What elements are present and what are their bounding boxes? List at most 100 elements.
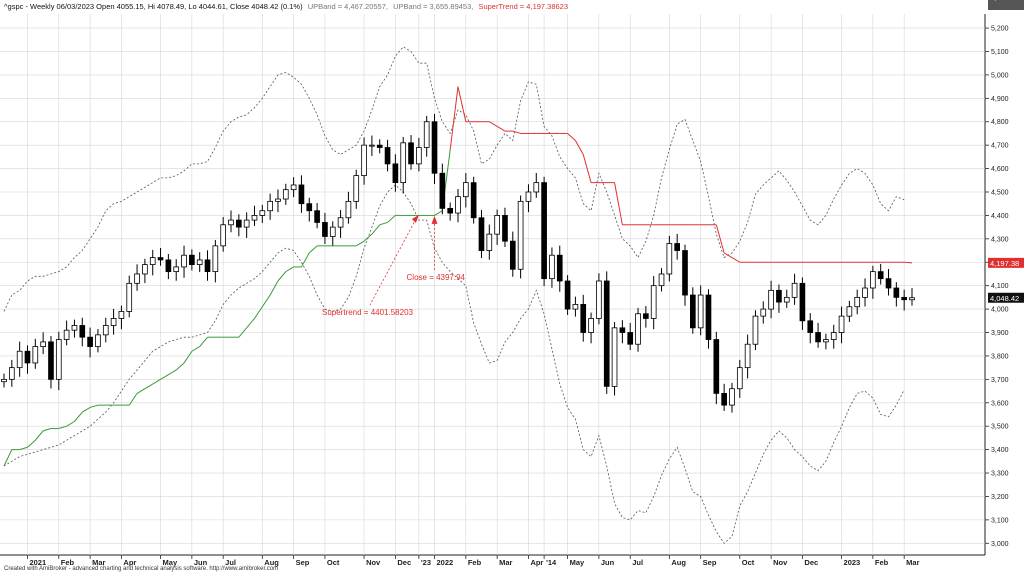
supertrend-segment — [567, 133, 576, 141]
candle-body — [259, 210, 266, 216]
y-tick-label: 3,000 — [991, 541, 1009, 548]
x-tick-label: '14 — [546, 558, 557, 567]
candle-body — [9, 367, 15, 380]
supertrend-segment — [19, 446, 28, 451]
last-value-box — [988, 0, 1024, 10]
candle-body — [666, 243, 673, 275]
y-tick-label: 5,100 — [991, 49, 1009, 56]
supertrend-segment — [183, 350, 193, 364]
candle-body — [439, 172, 446, 209]
x-tick-label: Mar — [906, 558, 919, 567]
x-tick-label: Mar — [499, 558, 512, 567]
close-annotation-label: Close = 4397.94 — [407, 273, 466, 282]
candle-body — [549, 254, 555, 280]
supertrend-segment — [3, 449, 13, 467]
title-lowband: UPBand = 3,655.89453, — [393, 2, 473, 11]
supertrend-segment — [285, 266, 294, 273]
supertrend-annotation-line — [369, 218, 417, 306]
candle-body — [282, 189, 289, 200]
candle-body — [588, 318, 594, 333]
candle-body — [306, 203, 313, 212]
y-tick-label: 4,700 — [991, 143, 1009, 150]
candle-body — [619, 327, 626, 333]
last-value-box — [988, 257, 1024, 268]
last-value-label: 4,048.42 — [990, 294, 1019, 303]
y-tick-label: 3,900 — [991, 330, 1009, 337]
candle-body — [760, 308, 767, 317]
candle-body — [909, 297, 915, 301]
x-tick-label: Sep — [703, 558, 717, 567]
supertrend-segment — [614, 182, 623, 225]
candle-body — [556, 254, 563, 282]
supertrend-segment — [363, 233, 373, 242]
candle-body — [650, 285, 657, 319]
x-tick-label: 2023 — [844, 558, 861, 567]
supertrend-segment — [254, 306, 263, 319]
supertrend-segment — [308, 245, 318, 254]
supertrend-segment — [496, 125, 506, 132]
y-tick-label: 3,300 — [991, 471, 1009, 478]
candle-body — [533, 182, 540, 193]
last-value-label: 3,655.89 — [990, 0, 1019, 2]
title-supertrend: SuperTrend = 4,197.38623 — [478, 2, 568, 11]
supertrend-segment — [261, 294, 271, 308]
supertrend-segment — [489, 121, 498, 127]
candle-body — [799, 282, 806, 322]
candle-body — [838, 315, 845, 333]
candle-body — [572, 304, 579, 310]
supertrend-segment — [715, 224, 725, 254]
candle-body — [736, 367, 743, 390]
x-tick-label: Oct — [327, 558, 340, 567]
y-tick-label: 4,100 — [991, 283, 1009, 290]
y-tick-label: 3,100 — [991, 517, 1009, 524]
last-value-box — [988, 292, 1024, 303]
candle-body — [118, 311, 125, 319]
candle-body — [267, 200, 273, 212]
candle-body — [384, 147, 391, 165]
candle-body — [32, 346, 39, 364]
supertrend-segment — [582, 154, 592, 183]
y-tick-label: 4,000 — [991, 307, 1009, 314]
supertrend-segment — [66, 421, 75, 427]
candle-body — [181, 254, 187, 268]
y-tick-label: 4,300 — [991, 236, 1009, 243]
x-tick-label: Sep — [296, 558, 310, 567]
x-tick-label: Dec — [397, 558, 411, 567]
supertrend-segment — [152, 378, 161, 385]
candle-body — [361, 144, 367, 176]
candle-body — [400, 142, 407, 184]
candle-body — [220, 224, 226, 247]
candle-body — [494, 215, 500, 235]
supertrend-segment — [512, 130, 521, 134]
supertrend-segment — [175, 362, 185, 371]
x-tick-label: Dec — [804, 558, 818, 567]
candle-body — [705, 294, 712, 340]
y-tick-label: 3,400 — [991, 447, 1009, 454]
x-tick-label: May — [163, 558, 178, 567]
candle-body — [126, 282, 133, 312]
supertrend-segment — [136, 388, 146, 394]
candle-body — [16, 350, 23, 369]
supertrend-segment — [238, 327, 248, 338]
x-tick-label: Aug — [264, 558, 279, 567]
supertrend-segment — [27, 439, 36, 448]
candle-body — [564, 280, 571, 310]
candle-body — [830, 332, 837, 340]
x-tick-label: Oct — [742, 558, 755, 567]
candle-body — [854, 296, 861, 308]
supertrend-segment — [723, 252, 733, 258]
candle-body — [149, 257, 156, 265]
candle-body — [603, 280, 610, 387]
candle-body — [251, 215, 258, 221]
candle-body — [236, 219, 242, 228]
candle-body — [658, 273, 665, 287]
candle-body — [541, 182, 547, 280]
supertrend-segment — [457, 86, 467, 122]
candle-body — [196, 259, 203, 265]
candle-body — [329, 226, 336, 237]
y-tick-label: 4,900 — [991, 96, 1009, 103]
candle-body — [635, 313, 641, 345]
candle-body — [791, 282, 798, 298]
candle-body — [173, 266, 180, 273]
